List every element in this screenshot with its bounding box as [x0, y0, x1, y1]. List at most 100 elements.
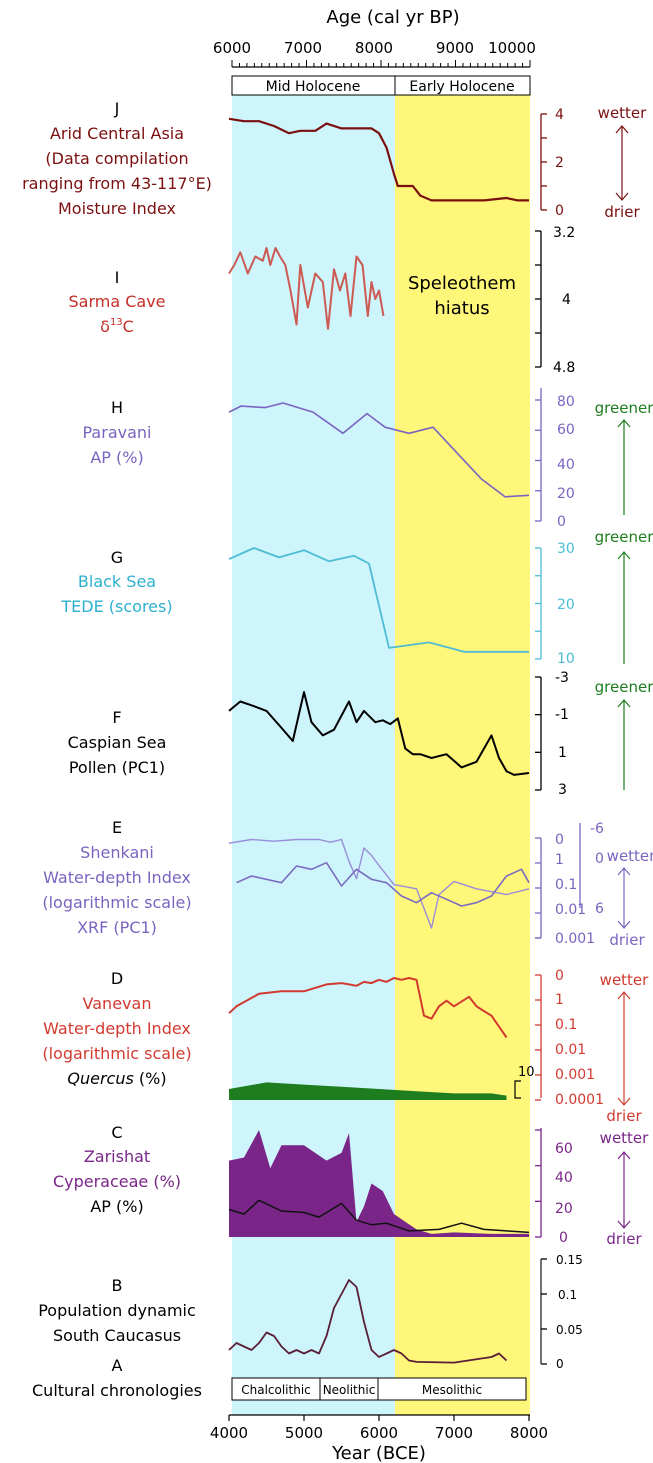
panel-d-line4: Quercus (%) — [67, 1069, 166, 1088]
panel-f-tick-3: 3 — [558, 782, 567, 798]
bottom-axis-ticks — [228, 1415, 530, 1421]
panel-e-tick-0-01: 0.01 — [555, 902, 586, 918]
neolithic-label: Neolithic — [323, 1383, 376, 1397]
panel-f-arrow — [617, 699, 631, 790]
panel-b-line2: South Caucasus — [53, 1326, 181, 1345]
panel-g-tick-30: 30 — [557, 541, 575, 557]
panel-e-water-depth-line — [228, 838, 530, 929]
panel-f-series-line — [228, 691, 530, 776]
panel-h-tick-20: 20 — [557, 486, 575, 502]
panel-f-line2: Pollen (PC1) — [69, 758, 165, 777]
panel-e-line4: XRF (PC1) — [77, 918, 157, 937]
panel-g-tick-10: 10 — [557, 651, 575, 667]
panel-h-arrow — [617, 419, 631, 515]
top-tick-8000: 8000 — [355, 39, 393, 57]
panel-e-wetter: wetter — [607, 847, 653, 865]
panel-i-letter: I — [115, 268, 120, 287]
panel-e-right-tick-6: 6 — [595, 901, 604, 917]
panel-g-greener: greener — [595, 528, 653, 546]
panel-d-line1: Vanevan — [83, 994, 152, 1013]
chalcolithic-label: Chalcolithic — [241, 1383, 311, 1397]
panel-d-scale-bar — [514, 1080, 521, 1099]
panel-e-right-tick-0: 0 — [595, 851, 604, 867]
panel-b-tick-0-05: 0.05 — [556, 1323, 583, 1337]
panel-d-tick-0-01: 0.01 — [555, 1042, 586, 1058]
top-tick-6000: 6000 — [213, 39, 251, 57]
mesolithic-box — [377, 1377, 527, 1401]
hiatus-label-line2: hiatus — [434, 298, 489, 319]
panel-j-tick-0: 0 — [555, 203, 564, 219]
panel-c-drier: drier — [606, 1230, 642, 1248]
panel-f-tick-1: 1 — [558, 745, 567, 761]
panel-g-axis — [535, 547, 542, 660]
panel-b-letter: B — [112, 1276, 123, 1295]
top-tick-7000: 7000 — [284, 39, 322, 57]
panel-j-tick-4: 4 — [555, 107, 564, 123]
panel-c-line2: Cyperaceae (%) — [53, 1172, 181, 1191]
panel-f-plot — [228, 691, 530, 776]
panel-d-tick-1: 1 — [555, 992, 564, 1008]
panel-j-line2: (Data compilation — [45, 149, 188, 168]
bottom-tick-4000: 4000 — [210, 1424, 248, 1442]
panel-j-wetter: wetter — [598, 104, 647, 122]
panel-d-tick-0-1: 0.1 — [555, 1017, 577, 1033]
panel-d-wetter: wetter — [600, 971, 649, 989]
panel-d-plot — [228, 977, 508, 1100]
panel-c-tick-0: 0 — [559, 1230, 568, 1246]
panel-h-line2: AP (%) — [90, 448, 143, 467]
panel-d-tick-0-001: 0.001 — [555, 1067, 595, 1083]
panel-h-axis — [535, 388, 542, 522]
panel-d-scale-label: 10 — [518, 1065, 535, 1080]
panel-g-line2: TEDE (scores) — [60, 597, 172, 616]
panel-g-letter: G — [111, 548, 123, 567]
panel-d-drier: drier — [606, 1107, 642, 1125]
panel-h-greener: greener — [595, 399, 653, 417]
panel-f-letter: F — [112, 708, 121, 727]
panel-c-plot — [228, 1130, 530, 1237]
panel-c-cyperaceae-area — [229, 1130, 529, 1237]
panel-f-axis — [535, 676, 542, 791]
panel-f-tick-m3: -3 — [555, 670, 569, 686]
panel-e-line2: Water-depth Index — [43, 868, 191, 887]
panel-g-tick-20: 20 — [557, 597, 575, 613]
panel-e-drier: drier — [609, 931, 645, 949]
panel-c-line1: Zarishat — [84, 1147, 150, 1166]
panel-e-tick-1: 1 — [555, 852, 564, 868]
panel-i-tick-4: 4 — [562, 292, 571, 308]
panel-a-line1: Cultural chronologies — [32, 1381, 202, 1400]
panel-j-line4: Moisture Index — [58, 199, 176, 218]
panel-f-tick-m1: -1 — [555, 707, 569, 723]
panel-f-line1: Caspian Sea — [68, 733, 167, 752]
panel-j-letter: J — [114, 99, 120, 118]
bottom-tick-6000: 6000 — [360, 1424, 398, 1442]
panel-e-arrow — [617, 867, 631, 929]
panel-i-series-line — [228, 247, 385, 330]
panel-e-plot — [228, 838, 530, 929]
panel-j-axis — [540, 113, 547, 211]
panel-e-axis — [535, 823, 581, 939]
panel-e-right-tick-m6: -6 — [590, 821, 604, 837]
bottom-tick-5000: 5000 — [285, 1424, 323, 1442]
panel-j-arrow — [615, 125, 629, 201]
panel-j-drier: drier — [604, 203, 640, 221]
panel-h-tick-40: 40 — [557, 457, 575, 473]
panel-c-tick-40: 40 — [555, 1170, 573, 1186]
top-axis-label: Age (cal yr BP) — [326, 7, 459, 28]
panel-b-series-line — [228, 1279, 508, 1364]
panel-d-letter: D — [111, 969, 123, 988]
panel-j-line1: Arid Central Asia — [50, 124, 184, 143]
panel-i-line1: Sarma Cave — [68, 292, 165, 311]
top-tick-10000: 10000 — [488, 39, 536, 57]
top-tick-9000: 9000 — [436, 39, 474, 57]
panel-i-tick-3-2: 3.2 — [553, 225, 575, 241]
early-holocene-band — [395, 78, 530, 1415]
panel-b-axis — [540, 1258, 547, 1365]
panel-b-tick-0-15: 0.15 — [556, 1253, 583, 1267]
panel-c-wetter: wetter — [600, 1129, 649, 1147]
panel-b-plot — [228, 1279, 508, 1364]
panel-e-letter: E — [112, 818, 122, 837]
panel-i-axis — [535, 230, 542, 368]
panel-h-tick-80: 80 — [557, 394, 575, 410]
panel-g-line1: Black Sea — [78, 572, 156, 591]
panel-h-tick-60: 60 — [557, 422, 575, 438]
